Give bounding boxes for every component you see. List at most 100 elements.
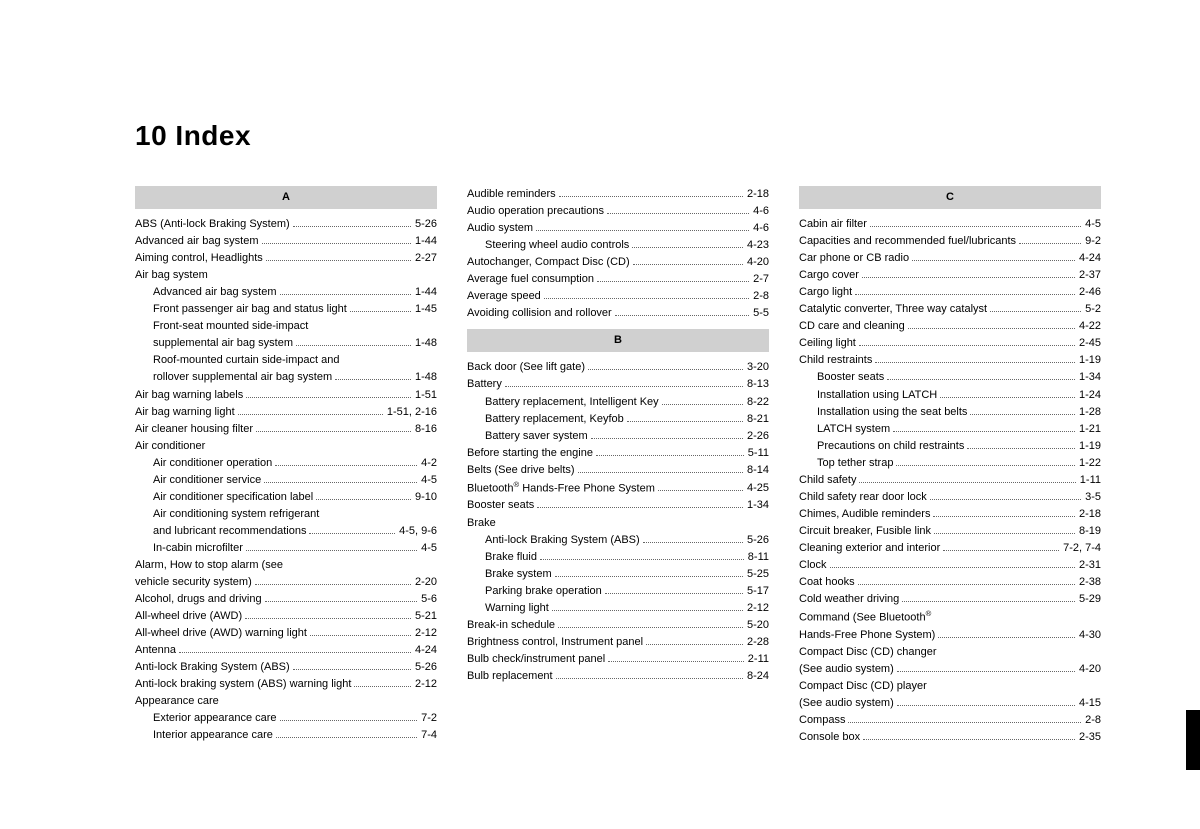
page-ref: 1-44: [415, 233, 437, 250]
page-ref: 4-25: [747, 480, 769, 497]
index-label: Air conditioner operation: [153, 455, 272, 472]
page-ref: 2-46: [1079, 284, 1101, 301]
leader-dots: [859, 337, 1075, 347]
index-column: CCabin air filter4-5Capacities and recom…: [799, 186, 1101, 746]
index-entry: Front passenger air bag and status light…: [135, 301, 437, 318]
leader-dots: [643, 533, 743, 543]
leader-dots: [552, 601, 743, 611]
index-label: Capacities and recommended fuel/lubrican…: [799, 233, 1016, 250]
index-entry: Anti-lock Braking System (ABS)5-26: [467, 532, 769, 549]
index-entry: Before starting the engine5-11: [467, 445, 769, 462]
leader-dots: [276, 729, 417, 739]
index-entry: Average fuel consumption2-7: [467, 271, 769, 288]
page-ref: 5-2: [1085, 301, 1101, 318]
index-entry: and lubricant recommendations4-5, 9-6: [135, 523, 437, 540]
index-label: Belts (See drive belts): [467, 462, 575, 479]
index-label: Child safety: [799, 472, 856, 489]
leader-dots: [266, 251, 411, 261]
index-entry: Console box2-35: [799, 729, 1101, 746]
index-label: rollover supplemental air bag system: [153, 369, 332, 386]
index-label: Installation using the seat belts: [817, 404, 967, 421]
index-entry: All-wheel drive (AWD)5-21: [135, 608, 437, 625]
page-ref: 1-19: [1079, 438, 1101, 455]
page-ref: 2-18: [747, 186, 769, 203]
index-entry: Back door (See lift gate)3-20: [467, 359, 769, 376]
index-label: (See audio system): [799, 661, 894, 678]
page-ref: 5-11: [748, 445, 769, 462]
index-label: Battery saver system: [485, 428, 588, 445]
index-label: LATCH system: [817, 421, 890, 438]
index-label: Parking brake operation: [485, 583, 602, 600]
index-entry: Coat hooks2-38: [799, 574, 1101, 591]
index-entry: Antenna4-24: [135, 642, 437, 659]
index-entry: Command (See Bluetooth®: [799, 608, 1101, 627]
index-entry: Steering wheel audio controls4-23: [467, 237, 769, 254]
index-entry: Installation using LATCH1-24: [799, 387, 1101, 404]
index-entry: Child safety1-11: [799, 472, 1101, 489]
leader-dots: [859, 473, 1075, 483]
leader-dots: [605, 584, 743, 594]
index-label: Air conditioner: [135, 438, 205, 455]
page-ref: 9-10: [415, 489, 437, 506]
index-entry: Roof-mounted curtain side-impact and: [135, 352, 437, 369]
page-ref: 1-22: [1079, 455, 1101, 472]
index-label: Break-in schedule: [467, 617, 555, 634]
index-label: Aiming control, Headlights: [135, 250, 263, 267]
index-label: Audio system: [467, 220, 533, 237]
index-entry: Audio operation precautions4-6: [467, 203, 769, 220]
index-label: Anti-lock Braking System (ABS): [485, 532, 640, 549]
leader-dots: [912, 251, 1075, 261]
page-ref: 8-11: [748, 549, 769, 566]
page-ref: 5-17: [747, 583, 769, 600]
index-label: vehicle security system): [135, 574, 252, 591]
page-ref: 4-2: [421, 455, 437, 472]
index-entry: Capacities and recommended fuel/lubrican…: [799, 233, 1101, 250]
index-entry: All-wheel drive (AWD) warning light2-12: [135, 625, 437, 642]
index-entry: Average speed2-8: [467, 288, 769, 305]
index-entry: Cargo cover2-37: [799, 267, 1101, 284]
index-label: Brake: [467, 515, 496, 532]
index-entry: Compact Disc (CD) player: [799, 678, 1101, 695]
index-label: Roof-mounted curtain side-impact and: [153, 352, 339, 369]
index-entry: Audible reminders2-18: [467, 186, 769, 203]
leader-dots: [863, 730, 1075, 740]
page-ref: 2-8: [753, 288, 769, 305]
index-entry: Precautions on child restraints1-19: [799, 438, 1101, 455]
page-ref: 8-24: [747, 668, 769, 685]
index-label: ABS (Anti-lock Braking System): [135, 216, 290, 233]
index-label: Compact Disc (CD) player: [799, 678, 927, 695]
index-entry: Brake system5-25: [467, 566, 769, 583]
page-ref: 5-25: [747, 566, 769, 583]
index-label: Clock: [799, 557, 827, 574]
index-entry: Avoiding collision and rollover5-5: [467, 305, 769, 322]
index-entry: Interior appearance care7-4: [135, 727, 437, 744]
index-label: Air bag warning labels: [135, 387, 243, 404]
page-ref: 4-15: [1079, 695, 1101, 712]
page-ref: 2-8: [1085, 712, 1101, 729]
leader-dots: [556, 669, 743, 679]
index-entry: Air bag warning light1-51, 2-16: [135, 404, 437, 421]
leader-dots: [540, 550, 744, 560]
page-ref: 8-16: [415, 421, 437, 438]
index-entry: Circuit breaker, Fusible link8-19: [799, 523, 1101, 540]
index-label: Cargo light: [799, 284, 852, 301]
leader-dots: [578, 463, 743, 473]
index-label: Appearance care: [135, 693, 219, 710]
index-label: Cold weather driving: [799, 591, 899, 608]
index-label: Air bag warning light: [135, 404, 235, 421]
page-ref: 2-11: [748, 651, 769, 668]
page-ref: 2-27: [415, 250, 437, 267]
index-label: supplemental air bag system: [153, 335, 293, 352]
index-label: Front-seat mounted side-impact: [153, 318, 308, 335]
index-label: Brake fluid: [485, 549, 537, 566]
page-ref: 2-38: [1079, 574, 1101, 591]
index-label: Alarm, How to stop alarm (see: [135, 557, 283, 574]
leader-dots: [354, 678, 411, 688]
index-label: (See audio system): [799, 695, 894, 712]
index-entry: Battery replacement, Keyfob8-21: [467, 411, 769, 428]
index-entry: Front-seat mounted side-impact: [135, 318, 437, 335]
index-label: Booster seats: [817, 369, 884, 386]
page-ref: 2-18: [1079, 506, 1101, 523]
index-entry: Anti-lock Braking System (ABS)5-26: [135, 659, 437, 676]
index-label: Command (See Bluetooth®: [799, 608, 931, 627]
